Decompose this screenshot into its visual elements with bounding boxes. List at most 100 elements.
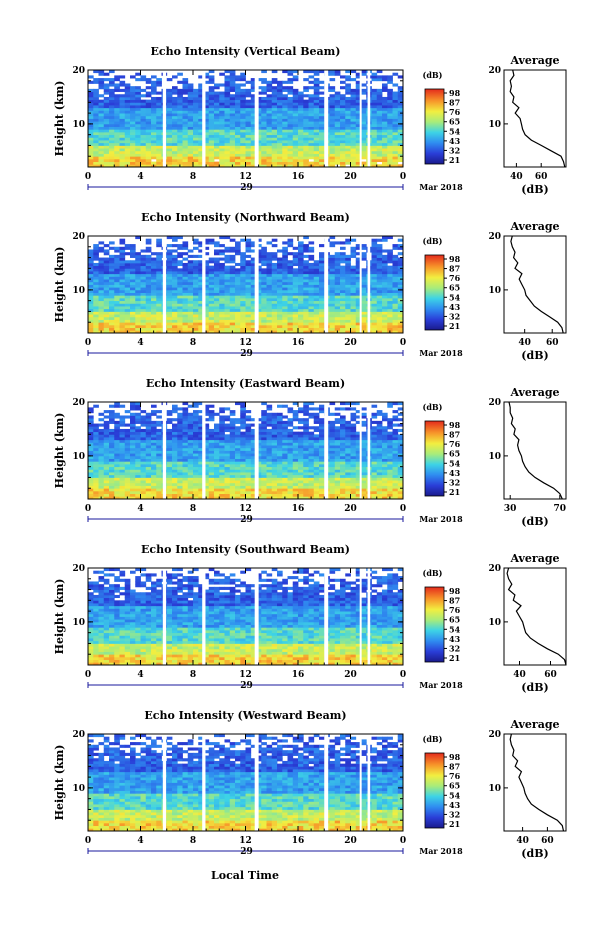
heatmap-cell: [340, 137, 346, 141]
heatmap-cell: [240, 113, 246, 117]
heatmap-cell: [266, 311, 273, 315]
heatmap-cell: [224, 271, 231, 275]
heatmap-cell: [382, 131, 388, 136]
heatmap-cell: [250, 488, 257, 492]
heatmap-cell: [130, 249, 136, 253]
heatmap-cell: [361, 115, 367, 119]
heatmap-cell: [340, 134, 346, 138]
heatmap-cell: [334, 472, 341, 476]
heatmap-cell: [193, 99, 199, 103]
heatmap-cell: [93, 249, 99, 253]
heatmap-cell: [319, 327, 325, 331]
heatmap-cell: [376, 273, 383, 277]
heatmap-cell: [245, 292, 252, 296]
heatmap-cell: [177, 94, 183, 98]
heatmap-cell: [345, 142, 351, 146]
heatmap-cell: [282, 458, 288, 462]
heatmap-cell: [350, 490, 357, 495]
heatmap-cell: [172, 107, 178, 111]
heatmap-cell: [340, 260, 346, 264]
heatmap-cell: [271, 150, 278, 154]
heatmap-cell: [156, 300, 162, 304]
heatmap-cell: [151, 324, 157, 329]
heatmap-cell: [397, 113, 404, 117]
heatmap-cell: [119, 292, 126, 296]
heatmap-cell: [340, 300, 346, 304]
heatmap-cell: [345, 458, 351, 462]
heatmap-cell: [282, 273, 288, 277]
heatmap-cell: [103, 145, 110, 149]
heatmap-cell: [203, 271, 210, 275]
heatmap-cell: [250, 458, 257, 462]
heatmap-cell: [345, 260, 351, 264]
heatmap-cell: [240, 311, 246, 315]
heatmap-cell: [313, 469, 320, 473]
heatmap-cell: [172, 254, 178, 258]
heatmap-cell: [261, 257, 267, 261]
heatmap-cell: [135, 137, 141, 141]
heatmap-cell: [376, 292, 383, 296]
heatmap-cell: [140, 458, 147, 462]
heatmap-cell: [235, 289, 241, 293]
heatmap-cell: [151, 83, 157, 87]
heatmap-cell: [208, 461, 215, 465]
heatmap-cell: [235, 75, 241, 79]
heatmap-cell: [261, 88, 267, 92]
heatmap-cell: [266, 455, 273, 459]
heatmap-cell: [397, 246, 404, 250]
heatmap-cell: [292, 254, 299, 258]
heatmap-cell: [240, 485, 246, 489]
heatmap-cell: [145, 113, 152, 117]
heatmap-cell: [287, 287, 294, 291]
heatmap-cell: [261, 252, 267, 256]
heatmap-cell: [198, 96, 204, 101]
heatmap-cell: [98, 78, 105, 82]
heatmap-cell: [329, 289, 336, 293]
heatmap-cell: [376, 480, 383, 484]
heatmap-cell: [224, 158, 231, 163]
heatmap-cell: [308, 148, 315, 152]
heatmap-cell: [172, 148, 178, 152]
heatmap-cell: [203, 308, 210, 312]
heatmap-cell: [287, 260, 294, 264]
heatmap-cell: [88, 118, 94, 122]
heatmap-cell: [124, 107, 131, 111]
heatmap-cell: [340, 158, 346, 163]
heatmap-cell: [292, 303, 299, 307]
heatmap-cell: [151, 156, 157, 160]
heatmap-cell: [340, 99, 346, 103]
heatmap-cell: [93, 164, 99, 168]
heatmap-cell: [172, 131, 178, 136]
heatmap-cell: [303, 271, 309, 275]
heatmap-cell: [145, 265, 152, 269]
heatmap-cell: [313, 463, 320, 468]
heatmap-cell: [119, 477, 126, 481]
heatmap-cell: [266, 466, 273, 470]
heatmap-cell: [345, 493, 351, 497]
heatmap-cell: [256, 161, 262, 165]
heatmap-cell: [361, 327, 367, 331]
heatmap-cell: [345, 314, 351, 318]
heatmap-cell: [397, 94, 404, 98]
heatmap-cell: [198, 295, 204, 299]
heatmap-cell: [109, 287, 115, 291]
heatmap-cell: [140, 289, 147, 293]
heatmap-cell: [182, 281, 189, 285]
heatmap-cell: [124, 102, 131, 106]
heatmap-cell: [88, 91, 94, 95]
heatmap-cell: [287, 72, 294, 76]
heatmap-cell: [140, 455, 147, 459]
heatmap-cell: [361, 140, 367, 144]
heatmap-cell: [93, 78, 99, 82]
heatmap-cell: [376, 131, 383, 136]
heatmap-cell: [119, 474, 126, 478]
heatmap-cell: [345, 131, 351, 136]
heatmap-cell: [187, 488, 194, 492]
heatmap-cell: [303, 113, 309, 117]
heatmap-cell: [392, 474, 399, 478]
heatmap-cell: [308, 86, 315, 90]
heatmap-cell: [245, 480, 252, 484]
heatmap-cell: [271, 110, 278, 114]
heatmap-cell: [177, 88, 183, 92]
heatmap-cell: [93, 88, 99, 92]
